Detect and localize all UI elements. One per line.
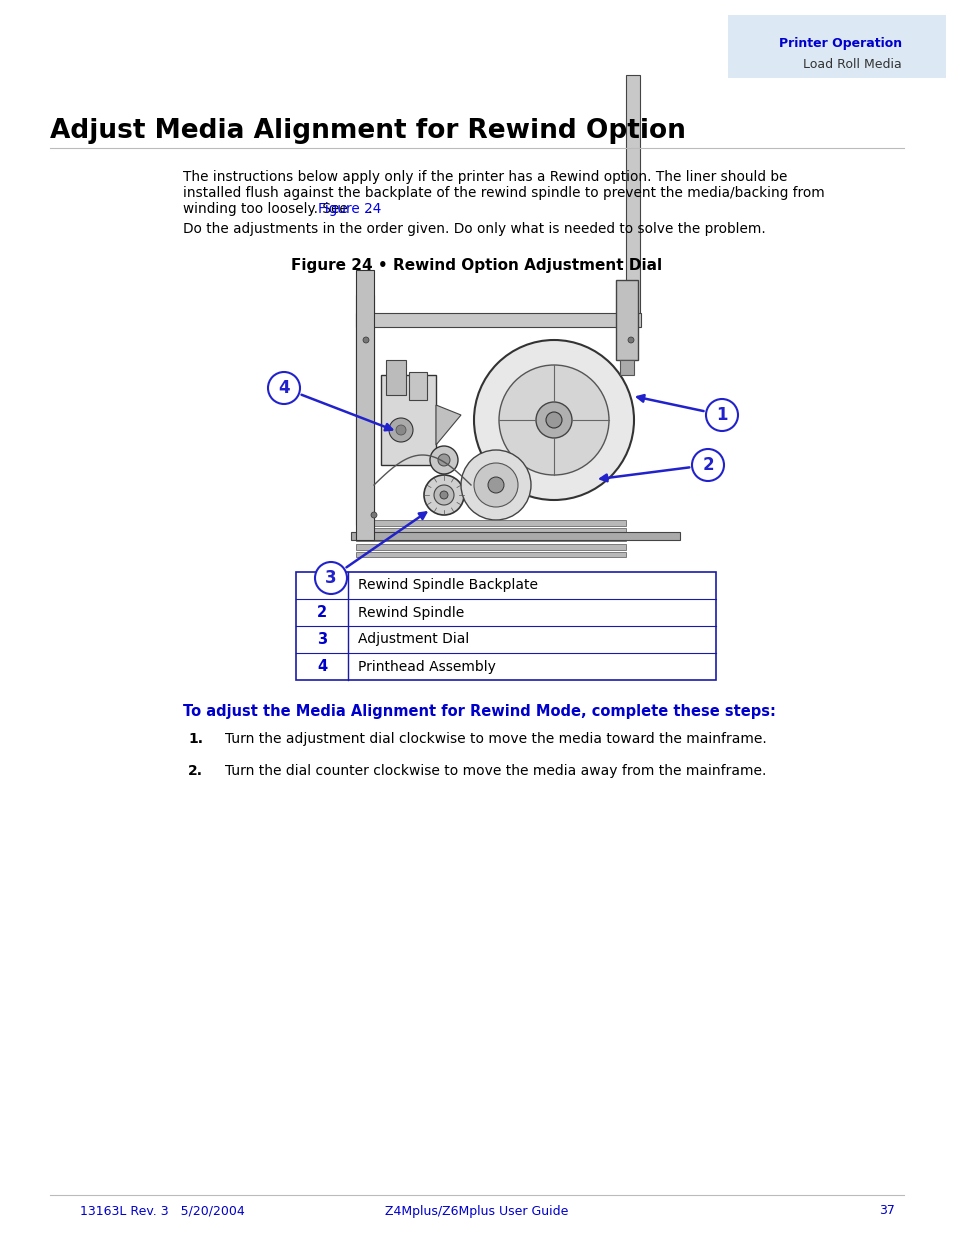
Circle shape: [488, 477, 503, 493]
Text: 1: 1: [316, 578, 327, 593]
Circle shape: [474, 340, 634, 500]
Circle shape: [430, 446, 457, 474]
Bar: [355, 543, 625, 550]
Text: .: .: [367, 203, 372, 216]
Bar: [355, 529, 625, 534]
Text: Adjust Media Alignment for Rewind Option: Adjust Media Alignment for Rewind Option: [50, 119, 685, 144]
Bar: [355, 520, 625, 526]
Text: The instructions below apply only if the printer has a Rewind option. The liner : The instructions below apply only if the…: [183, 170, 786, 184]
Bar: [355, 536, 625, 541]
Text: winding too loosely. See: winding too loosely. See: [183, 203, 352, 216]
Text: 1: 1: [716, 406, 727, 424]
Text: 2: 2: [316, 605, 327, 620]
Bar: [295, 572, 716, 680]
Bar: [355, 552, 625, 557]
Circle shape: [627, 337, 634, 343]
Bar: [295, 285, 679, 548]
Bar: [386, 359, 406, 395]
Circle shape: [314, 562, 347, 594]
Text: 13163L Rev. 3   5/20/2004: 13163L Rev. 3 5/20/2004: [80, 1204, 245, 1218]
Text: 3: 3: [316, 632, 327, 647]
Circle shape: [474, 463, 517, 508]
Text: Printhead Assembly: Printhead Assembly: [357, 659, 496, 673]
Bar: [619, 359, 634, 375]
Text: Rewind Spindle: Rewind Spindle: [357, 605, 464, 620]
Text: Rewind Spindle Backplate: Rewind Spindle Backplate: [357, 578, 537, 593]
Text: Turn the dial counter clockwise to move the media away from the mainframe.: Turn the dial counter clockwise to move …: [225, 764, 765, 778]
Text: Load Roll Media: Load Roll Media: [802, 58, 901, 72]
Bar: [409, 372, 427, 400]
Text: 1.: 1.: [188, 732, 203, 746]
Circle shape: [389, 417, 413, 442]
Bar: [355, 312, 640, 327]
Bar: [625, 75, 639, 325]
Circle shape: [536, 403, 572, 438]
Text: 2.: 2.: [188, 764, 203, 778]
Text: Z4Mplus/Z6Mplus User Guide: Z4Mplus/Z6Mplus User Guide: [385, 1204, 568, 1218]
Text: 4: 4: [316, 659, 327, 674]
Circle shape: [460, 450, 531, 520]
Circle shape: [705, 399, 738, 431]
Circle shape: [545, 412, 561, 429]
Circle shape: [691, 450, 723, 480]
Circle shape: [434, 485, 454, 505]
Text: 2: 2: [701, 456, 713, 474]
Bar: [351, 532, 679, 540]
Bar: [355, 295, 374, 525]
Circle shape: [395, 425, 406, 435]
Text: installed flush against the backplate of the rewind spindle to prevent the media: installed flush against the backplate of…: [183, 186, 824, 200]
Text: Printer Operation: Printer Operation: [778, 37, 901, 51]
Text: Figure 24: Figure 24: [318, 203, 381, 216]
Circle shape: [371, 513, 376, 517]
Polygon shape: [436, 405, 460, 445]
Circle shape: [498, 366, 608, 475]
Bar: [616, 280, 638, 359]
Text: 37: 37: [879, 1204, 894, 1218]
Text: 3: 3: [325, 569, 336, 587]
Text: To adjust the Media Alignment for Rewind Mode, complete these steps:: To adjust the Media Alignment for Rewind…: [183, 704, 775, 719]
Circle shape: [437, 454, 450, 466]
Text: 4: 4: [278, 379, 290, 396]
Circle shape: [268, 372, 299, 404]
Bar: [355, 270, 374, 540]
Text: Adjustment Dial: Adjustment Dial: [357, 632, 469, 646]
Circle shape: [363, 337, 369, 343]
Circle shape: [439, 492, 448, 499]
Bar: [380, 375, 436, 466]
Text: Figure 24 • Rewind Option Adjustment Dial: Figure 24 • Rewind Option Adjustment Dia…: [291, 258, 662, 273]
Text: Turn the adjustment dial clockwise to move the media toward the mainframe.: Turn the adjustment dial clockwise to mo…: [225, 732, 766, 746]
Circle shape: [423, 475, 463, 515]
Text: Do the adjustments in the order given. Do only what is needed to solve the probl: Do the adjustments in the order given. D…: [183, 222, 765, 236]
Bar: [727, 15, 945, 78]
